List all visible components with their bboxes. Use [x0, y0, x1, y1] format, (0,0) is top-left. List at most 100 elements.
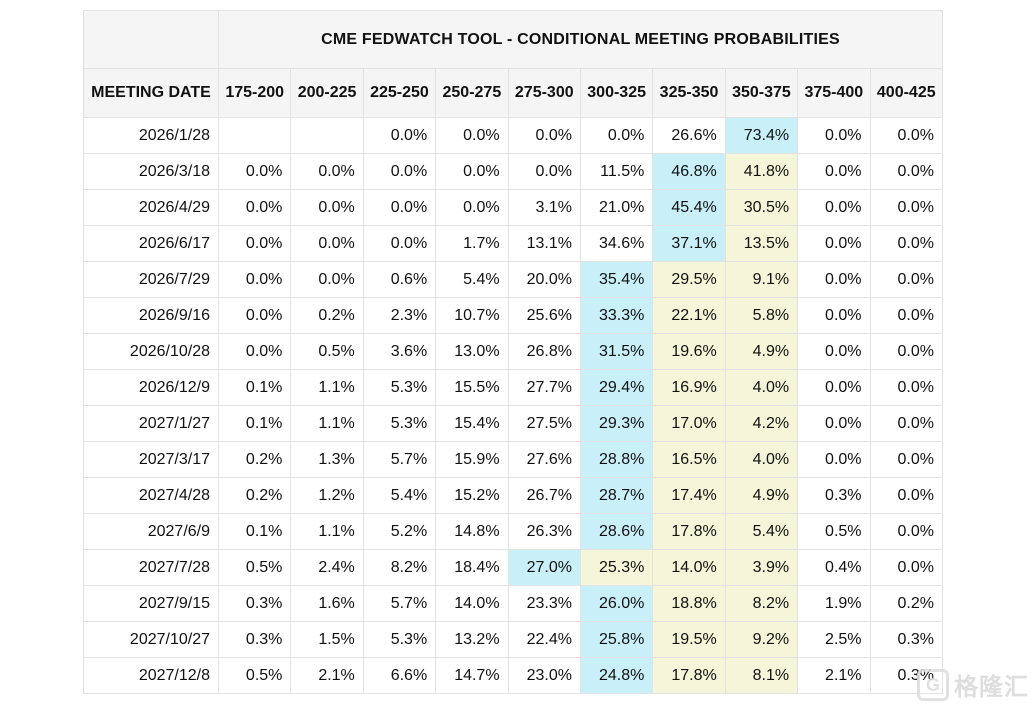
- probability-cell: 21.0%: [579, 189, 654, 226]
- probability-cell: 2.4%: [290, 549, 364, 586]
- meeting-row: 2026/7/29 0.0% 0.0% 0.6% 5.4% 20.0% 35.4% 29.5%…: [83, 261, 944, 298]
- probability-cell-highlighted: 9.1%: [724, 261, 799, 298]
- probability-cell: 0.3%: [797, 477, 871, 514]
- probability-cell: 26.7%: [507, 477, 581, 514]
- probability-cell: 13.2%: [435, 621, 509, 658]
- probability-cell: 1.3%: [290, 441, 364, 478]
- probability-cell: 0.0%: [507, 153, 581, 190]
- meeting-date-cell: 2027/10/27: [83, 621, 219, 658]
- rate-band-column-header: 200-225: [290, 68, 364, 118]
- meeting-date-cell: 2026/1/28: [83, 117, 219, 154]
- probability-cell: 0.0%: [797, 405, 871, 442]
- rate-band-column-header: 175-200: [217, 68, 292, 118]
- meeting-row: 2026/3/18 0.0% 0.0% 0.0% 0.0% 0.0% 11.5% 46.8% 4…: [83, 153, 944, 190]
- rate-band-column-header: 400-425: [869, 68, 944, 118]
- probability-cell: 20.0%: [507, 261, 581, 298]
- probability-cell: 0.0%: [869, 513, 944, 550]
- probability-cell-max: 37.1%: [652, 225, 726, 262]
- probability-cell: 0.5%: [217, 549, 292, 586]
- meeting-date-cell: 2026/10/28: [83, 333, 219, 370]
- meeting-date-cell: 2026/7/29: [83, 261, 219, 298]
- probability-cell-max: 73.4%: [724, 117, 799, 154]
- probability-cell: 1.2%: [290, 477, 364, 514]
- probability-cell: 5.4%: [435, 261, 509, 298]
- meeting-date-cell: 2026/4/29: [83, 189, 219, 226]
- meeting-row: 2026/1/28 0.0% 0.0% 0.0% 0.0% 26.6% 73.4% 0.0% 0…: [83, 117, 944, 154]
- probability-cell-max: 33.3%: [579, 297, 654, 334]
- probability-cell-highlighted: 3.9%: [724, 549, 799, 586]
- probability-cell: 0.0%: [869, 153, 944, 190]
- probability-cell-highlighted: 14.0%: [652, 549, 726, 586]
- probability-cell-highlighted: 30.5%: [724, 189, 799, 226]
- probability-cell: 2.1%: [797, 657, 871, 694]
- probability-cell: 0.3%: [217, 585, 292, 622]
- column-header-row: MEETING DATE 175-200 200-225 225-250 250-27…: [83, 68, 944, 118]
- probability-cell: 15.4%: [435, 405, 509, 442]
- probability-cell: 15.2%: [435, 477, 509, 514]
- probability-cell-highlighted: 19.5%: [652, 621, 726, 658]
- meeting-date-cell: 2027/12/8: [83, 657, 219, 694]
- probability-cell-highlighted: 17.8%: [652, 657, 726, 694]
- probability-cell-max: 24.8%: [579, 657, 654, 694]
- probability-cell: 0.6%: [362, 261, 437, 298]
- probability-cell: 26.8%: [507, 333, 581, 370]
- meeting-date-cell: 2027/3/17: [83, 441, 219, 478]
- probability-cell: 0.0%: [869, 405, 944, 442]
- probability-cell: 0.0%: [869, 225, 944, 262]
- probability-cell-highlighted: 41.8%: [724, 153, 799, 190]
- probability-cell: 1.6%: [290, 585, 364, 622]
- probability-cell-highlighted: 25.3%: [579, 549, 654, 586]
- meeting-row: 2027/7/28 0.5% 2.4% 8.2% 18.4% 27.0% 25.3% 14.0…: [83, 549, 944, 586]
- fedwatch-probability-table: CME FEDWATCH TOOL - CONDITIONAL MEETING …: [83, 10, 944, 694]
- probability-cell: 6.6%: [362, 657, 437, 694]
- probability-cell: 0.3%: [869, 657, 944, 694]
- meeting-row: 2026/4/29 0.0% 0.0% 0.0% 0.0% 3.1% 21.0% 45.4% 3…: [83, 189, 944, 226]
- probability-cell: 27.5%: [507, 405, 581, 442]
- probability-cell: 5.3%: [362, 621, 437, 658]
- meeting-date-cell: 2027/7/28: [83, 549, 219, 586]
- probability-cell: 10.7%: [435, 297, 509, 334]
- probability-cell: 27.7%: [507, 369, 581, 406]
- probability-cell: 1.1%: [290, 405, 364, 442]
- probability-cell: 0.0%: [797, 333, 871, 370]
- probability-cell: 0.0%: [579, 117, 654, 154]
- probability-cell-max: 28.6%: [579, 513, 654, 550]
- probability-cell: 0.0%: [290, 189, 364, 226]
- probability-cell: 13.1%: [507, 225, 581, 262]
- meeting-row: 2027/12/8 0.5% 2.1% 6.6% 14.7% 23.0% 24.8% 17.8…: [83, 657, 944, 694]
- probability-cell-highlighted: 18.8%: [652, 585, 726, 622]
- rate-band-column-header: 375-400: [797, 68, 871, 118]
- gelonghui-logo-icon: G: [917, 668, 949, 701]
- probability-cell-highlighted: 13.5%: [724, 225, 799, 262]
- probability-cell-max: 35.4%: [579, 261, 654, 298]
- probability-cell: 5.3%: [362, 405, 437, 442]
- probability-cell: 34.6%: [579, 225, 654, 262]
- probability-cell: 0.0%: [290, 261, 364, 298]
- probability-cell: 0.0%: [217, 297, 292, 334]
- meeting-date-cell: 2027/1/27: [83, 405, 219, 442]
- probability-cell: 2.1%: [290, 657, 364, 694]
- meeting-date-column-header: MEETING DATE: [83, 68, 219, 118]
- probability-cell: 0.0%: [797, 225, 871, 262]
- probability-cell: 0.0%: [797, 117, 871, 154]
- probability-cell-max: 28.7%: [579, 477, 654, 514]
- probability-cell: 0.1%: [217, 405, 292, 442]
- table-title: CME FEDWATCH TOOL - CONDITIONAL MEETING …: [218, 10, 943, 69]
- probability-cell: 26.3%: [507, 513, 581, 550]
- rate-band-column-header: 325-350: [652, 68, 726, 118]
- probability-cell: [217, 117, 292, 154]
- probability-cell: 0.5%: [797, 513, 871, 550]
- probability-cell: 0.0%: [507, 117, 581, 154]
- probability-cell-highlighted: 22.1%: [652, 297, 726, 334]
- probability-cell: 2.3%: [362, 297, 437, 334]
- probability-cell-highlighted: 4.0%: [724, 369, 799, 406]
- probability-cell: 23.0%: [507, 657, 581, 694]
- probability-cell: 0.2%: [290, 297, 364, 334]
- probability-cell-highlighted: 5.8%: [724, 297, 799, 334]
- probability-cell: 0.0%: [362, 117, 437, 154]
- probability-cell: 0.3%: [869, 621, 944, 658]
- meeting-row: 2027/9/15 0.3% 1.6% 5.7% 14.0% 23.3% 26.0% 18.8…: [83, 585, 944, 622]
- probability-cell: 0.0%: [797, 261, 871, 298]
- probability-cell-max: 31.5%: [579, 333, 654, 370]
